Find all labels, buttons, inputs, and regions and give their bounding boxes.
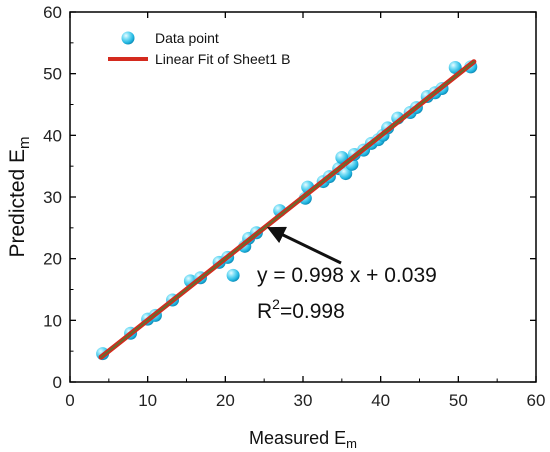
x-tick-label: 60 — [527, 391, 546, 410]
regression-equation: y = 0.998 x + 0.039 — [257, 264, 437, 287]
y-tick-label: 50 — [43, 65, 62, 84]
y-tick-label: 0 — [53, 373, 62, 392]
data-point — [339, 167, 353, 181]
x-tick-label: 10 — [138, 391, 157, 410]
r-squared-sup: 2 — [272, 296, 280, 312]
y-axis-title-main: Predicted E — [6, 149, 29, 258]
legend-label-data-point: Data point — [155, 30, 219, 46]
x-tick-label: 40 — [371, 391, 390, 410]
linear-fit-line-core — [100, 60, 475, 359]
x-axis-title-sub: m — [346, 436, 357, 451]
x-tick-label: 20 — [216, 391, 235, 410]
r-squared-value: =0.998 — [280, 300, 345, 323]
data-point — [226, 268, 240, 282]
x-tick-label: 0 — [65, 391, 74, 410]
y-axis-title: Predicted Em — [6, 136, 33, 257]
data-points-layer — [96, 59, 478, 361]
x-tick-label: 30 — [294, 391, 313, 410]
y-axis-title-sub: m — [16, 136, 33, 149]
legend-marker-data-point — [121, 31, 135, 45]
y-tick-label: 40 — [43, 126, 62, 145]
y-tick-label: 30 — [43, 188, 62, 207]
r-squared-label: R2=0.998 — [257, 296, 345, 323]
annotation-arrow — [266, 226, 342, 265]
x-axis-title: Measured Em — [249, 428, 357, 451]
x-tick-label: 50 — [449, 391, 468, 410]
x-axis-ticks: 0 10 20 30 40 50 60 — [65, 12, 545, 410]
y-tick-label: 20 — [43, 250, 62, 269]
legend-label-linear-fit: Linear Fit of Sheet1 B — [155, 51, 290, 67]
y-tick-label: 60 — [43, 3, 62, 22]
x-axis-title-main: Measured E — [249, 428, 346, 448]
y-tick-label: 10 — [43, 311, 62, 330]
legend: Data point Linear Fit of Sheet1 B — [108, 30, 290, 67]
y-axis-ticks: 0 10 20 30 40 50 60 — [43, 3, 536, 392]
annotation: y = 0.998 x + 0.039 R2=0.998 — [257, 226, 437, 323]
r-squared-r: R — [257, 300, 272, 323]
